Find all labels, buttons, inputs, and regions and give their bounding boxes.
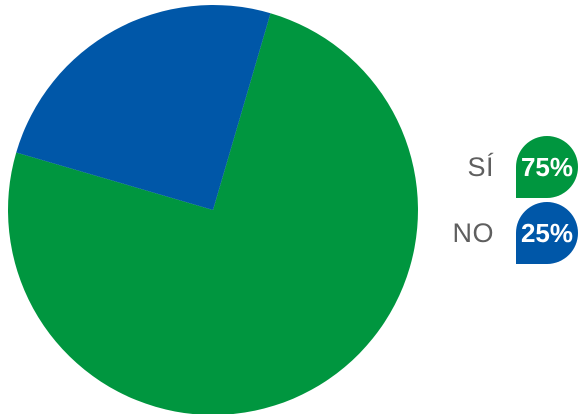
legend-item-si: SÍ 75% [467,136,578,198]
pie-slice-si [8,13,418,414]
legend-item-no: NO 25% [452,202,578,264]
legend-label-si: SÍ [467,151,494,182]
legend: SÍ 75% NO 25% [400,0,580,414]
percent-badge-no: 25% [516,202,578,264]
pie-chart [8,5,418,414]
percent-badge-si: 75% [516,136,578,198]
pie-slice-no [16,5,271,210]
legend-label-no: NO [452,217,494,248]
